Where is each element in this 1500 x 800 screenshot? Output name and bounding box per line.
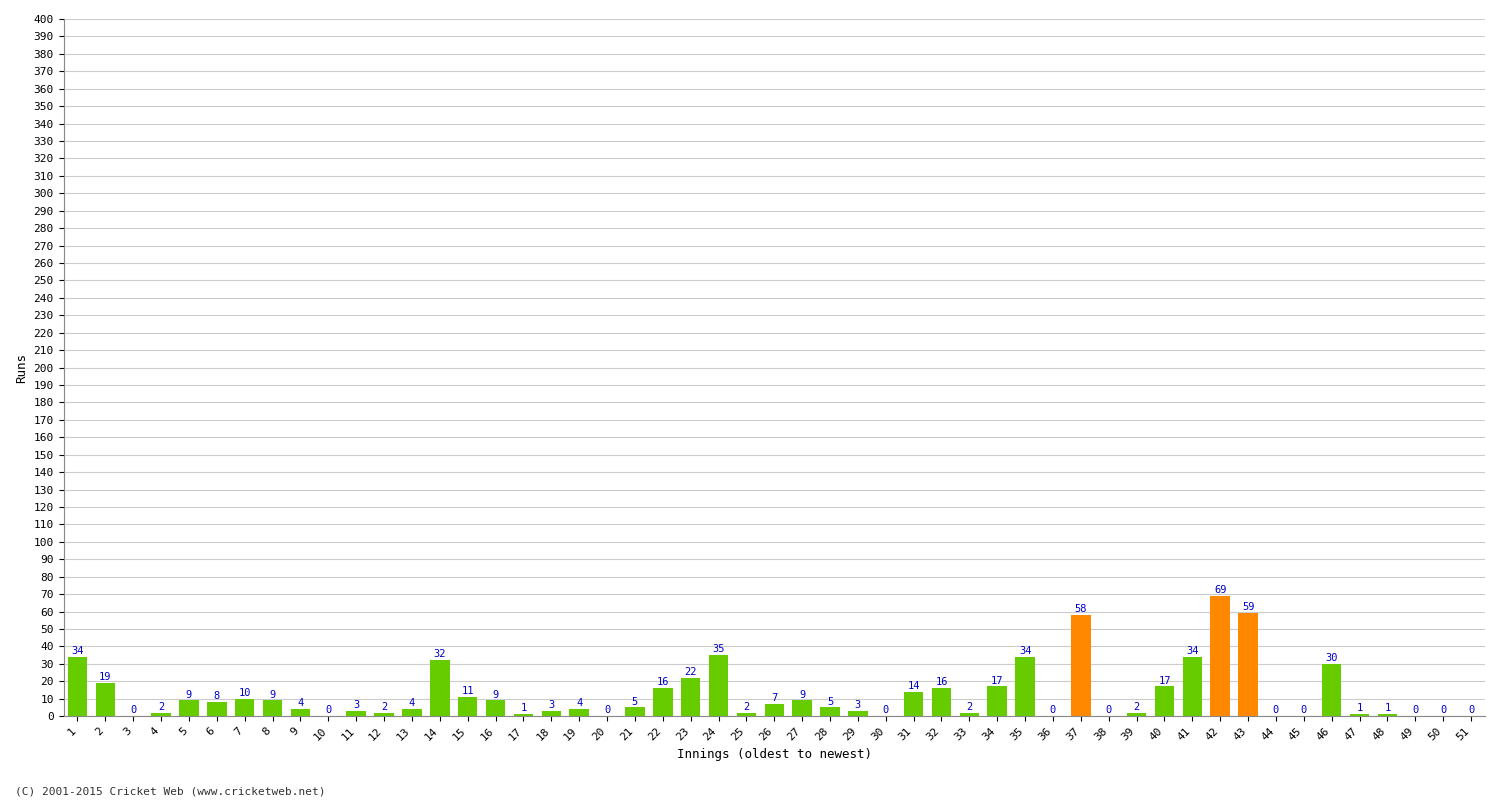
Text: 2: 2 bbox=[381, 702, 387, 712]
Bar bbox=[262, 701, 282, 716]
Text: 0: 0 bbox=[1440, 706, 1446, 715]
Text: 9: 9 bbox=[186, 690, 192, 699]
Bar bbox=[1210, 596, 1230, 716]
Text: 30: 30 bbox=[1326, 653, 1338, 663]
Text: 0: 0 bbox=[882, 706, 890, 715]
Bar bbox=[346, 711, 366, 716]
Text: 3: 3 bbox=[548, 700, 555, 710]
Text: 2: 2 bbox=[744, 702, 750, 712]
Text: 19: 19 bbox=[99, 672, 111, 682]
Bar bbox=[710, 655, 729, 716]
Text: 9: 9 bbox=[492, 690, 498, 699]
Bar bbox=[152, 713, 171, 716]
Text: 2: 2 bbox=[158, 702, 164, 712]
Bar bbox=[847, 711, 867, 716]
Bar bbox=[1322, 664, 1341, 716]
Text: 14: 14 bbox=[908, 681, 920, 691]
Bar bbox=[96, 683, 116, 716]
Text: 0: 0 bbox=[1050, 706, 1056, 715]
Text: 0: 0 bbox=[1300, 706, 1306, 715]
Bar bbox=[430, 660, 450, 716]
Text: 59: 59 bbox=[1242, 602, 1254, 613]
Bar bbox=[652, 688, 672, 716]
Bar bbox=[1155, 686, 1174, 716]
Text: 16: 16 bbox=[657, 678, 669, 687]
Text: 5: 5 bbox=[827, 697, 833, 706]
Text: 58: 58 bbox=[1074, 604, 1088, 614]
Text: 0: 0 bbox=[1468, 706, 1474, 715]
Bar bbox=[1016, 657, 1035, 716]
Bar bbox=[904, 692, 924, 716]
Bar bbox=[626, 707, 645, 716]
Bar bbox=[1126, 713, 1146, 716]
Bar bbox=[960, 713, 980, 716]
X-axis label: Innings (oldest to newest): Innings (oldest to newest) bbox=[676, 748, 871, 761]
Text: 0: 0 bbox=[604, 706, 610, 715]
Text: 17: 17 bbox=[992, 676, 1004, 686]
Text: 0: 0 bbox=[326, 706, 332, 715]
Text: 0: 0 bbox=[1106, 706, 1112, 715]
Bar bbox=[291, 709, 310, 716]
Text: 9: 9 bbox=[800, 690, 806, 699]
Bar bbox=[1350, 714, 1370, 716]
Text: 0: 0 bbox=[130, 706, 136, 715]
Text: 9: 9 bbox=[270, 690, 276, 699]
Text: 4: 4 bbox=[576, 698, 582, 708]
Text: 34: 34 bbox=[1019, 646, 1032, 656]
Bar bbox=[932, 688, 951, 716]
Text: (C) 2001-2015 Cricket Web (www.cricketweb.net): (C) 2001-2015 Cricket Web (www.cricketwe… bbox=[15, 786, 326, 796]
Text: 3: 3 bbox=[855, 700, 861, 710]
Bar bbox=[68, 657, 87, 716]
Text: 3: 3 bbox=[352, 700, 360, 710]
Bar bbox=[681, 678, 700, 716]
Bar bbox=[207, 702, 226, 716]
Bar bbox=[765, 704, 784, 716]
Bar bbox=[1239, 614, 1258, 716]
Text: 17: 17 bbox=[1158, 676, 1170, 686]
Bar bbox=[987, 686, 1006, 716]
Text: 2: 2 bbox=[966, 702, 972, 712]
Bar bbox=[178, 701, 198, 716]
Text: 35: 35 bbox=[712, 644, 724, 654]
Text: 34: 34 bbox=[70, 646, 84, 656]
Bar bbox=[821, 707, 840, 716]
Text: 4: 4 bbox=[410, 698, 416, 708]
Bar bbox=[542, 711, 561, 716]
Bar bbox=[402, 709, 422, 716]
Text: 69: 69 bbox=[1214, 585, 1227, 595]
Text: 0: 0 bbox=[1412, 706, 1419, 715]
Bar bbox=[375, 713, 394, 716]
Bar bbox=[1182, 657, 1202, 716]
Bar bbox=[1377, 714, 1396, 716]
Text: 2: 2 bbox=[1134, 702, 1140, 712]
Bar bbox=[736, 713, 756, 716]
Bar bbox=[570, 709, 590, 716]
Bar bbox=[486, 701, 506, 716]
Y-axis label: Runs: Runs bbox=[15, 353, 28, 382]
Bar bbox=[236, 698, 255, 716]
Text: 8: 8 bbox=[213, 691, 220, 702]
Bar bbox=[792, 701, 812, 716]
Bar bbox=[458, 697, 477, 716]
Text: 7: 7 bbox=[771, 693, 777, 703]
Text: 16: 16 bbox=[934, 678, 948, 687]
Text: 1: 1 bbox=[1384, 703, 1390, 714]
Text: 5: 5 bbox=[632, 697, 638, 706]
Bar bbox=[513, 714, 532, 716]
Text: 34: 34 bbox=[1186, 646, 1198, 656]
Text: 4: 4 bbox=[297, 698, 303, 708]
Text: 1: 1 bbox=[1356, 703, 1362, 714]
Text: 22: 22 bbox=[684, 667, 698, 677]
Text: 1: 1 bbox=[520, 703, 526, 714]
Bar bbox=[1071, 615, 1090, 716]
Text: 0: 0 bbox=[1274, 706, 1280, 715]
Text: 32: 32 bbox=[433, 650, 445, 659]
Text: 11: 11 bbox=[462, 686, 474, 696]
Text: 10: 10 bbox=[238, 688, 250, 698]
